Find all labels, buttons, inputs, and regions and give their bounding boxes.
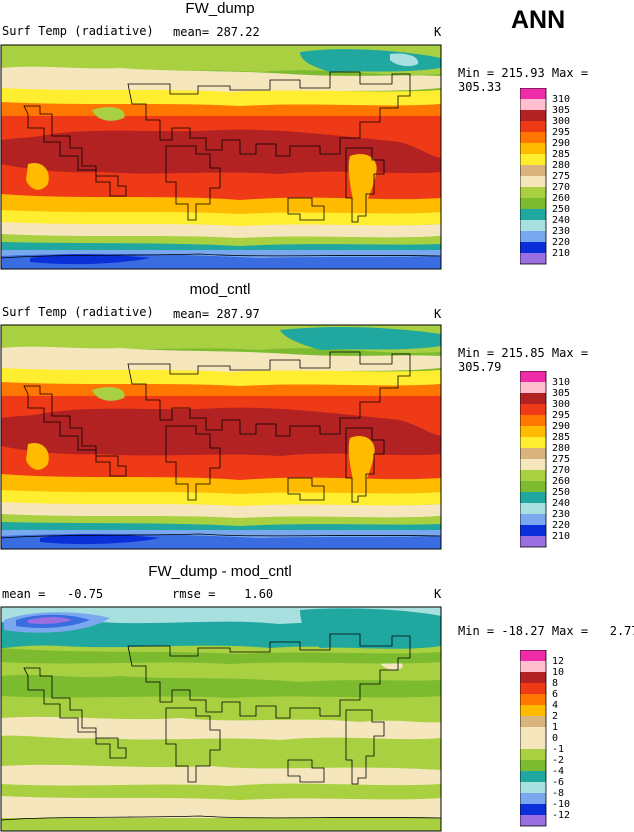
colorbar-label: 305 — [552, 105, 570, 116]
colorbar-label: 230 — [552, 509, 570, 520]
colorbar-label: 300 — [552, 399, 570, 410]
colorbar-label: 260 — [552, 476, 570, 487]
colorbar-label: 220 — [552, 237, 570, 248]
panel-1-mean: mean= 287.22 — [173, 25, 260, 39]
colorbar-label: 280 — [552, 160, 570, 171]
panel-3-units: K — [434, 587, 442, 601]
colorbar-label: 295 — [552, 127, 570, 138]
colorbar-label: 305 — [552, 388, 570, 399]
colorbar-label: -10 — [552, 799, 570, 810]
panel-3-rmse: rmse = 1.60 — [172, 587, 274, 601]
colorbar-label: 250 — [552, 204, 570, 215]
colorbar-label: 285 — [552, 432, 570, 443]
panel-2-colorbar: 310 305 300 295 290 285 280 275 270 260 … — [520, 371, 570, 548]
colorbar-label: 295 — [552, 410, 570, 421]
season-label: ANN — [511, 6, 566, 34]
colorbar-label: 4 — [552, 700, 558, 711]
panel-3-title: FW_dump - mod_cntl — [148, 563, 292, 580]
panel-1-units: K — [434, 25, 442, 39]
colorbar-label: 240 — [552, 498, 570, 509]
colorbar-label: -2 — [552, 755, 564, 766]
colorbar-label: 210 — [552, 248, 570, 259]
panel-3-mean: mean = -0.75 — [2, 587, 104, 601]
colorbar-label: 270 — [552, 465, 570, 476]
colorbar-label: 300 — [552, 116, 570, 127]
colorbar-label: 275 — [552, 454, 570, 465]
panel-3-colorbar: 12 10 8 6 4 2 1 0 -1 -2 -4 -6 -8 -10 -12 — [520, 650, 570, 827]
colorbar-label: -8 — [552, 788, 564, 799]
colorbar-swatches — [520, 650, 547, 827]
colorbar-label: 210 — [552, 531, 570, 542]
colorbar-label: 2 — [552, 711, 558, 722]
colorbar-label: 280 — [552, 443, 570, 454]
colorbar-label: 270 — [552, 182, 570, 193]
panel-2-map — [0, 324, 442, 550]
colorbar-label: 10 — [552, 667, 564, 678]
colorbar-label: 275 — [552, 171, 570, 182]
panel-2-minmax: Min = 215.85 Max = 305.79 — [458, 346, 589, 374]
colorbar-swatches — [520, 88, 547, 265]
colorbar-label: 6 — [552, 689, 558, 700]
panel-1-colorbar: 310 305 300 295 290 285 280 275 270 260 … — [520, 88, 570, 265]
colorbar-label: 285 — [552, 149, 570, 160]
colorbar-label: 310 — [552, 377, 570, 388]
colorbar-label: 230 — [552, 226, 570, 237]
panel-2-title: mod_cntl — [189, 281, 251, 298]
panel-1-title: FW_dump — [185, 0, 255, 17]
panel-3-map — [0, 606, 442, 832]
colorbar-label: 310 — [552, 94, 570, 105]
panel-1-map — [0, 44, 442, 270]
colorbar-label: 0 — [552, 733, 558, 744]
colorbar-label: -12 — [552, 810, 570, 821]
panel-2-units: K — [434, 307, 442, 321]
colorbar-label: -6 — [552, 777, 564, 788]
colorbar-label: 220 — [552, 520, 570, 531]
colorbar-label: 240 — [552, 215, 570, 226]
panel-2-variable: Surf Temp (radiative) — [2, 305, 154, 319]
colorbar-label: 1 — [552, 722, 558, 733]
colorbar-label: 290 — [552, 421, 570, 432]
colorbar-label: 12 — [552, 656, 564, 667]
panel-2-mean: mean= 287.97 — [173, 307, 260, 321]
colorbar-label: 8 — [552, 678, 558, 689]
colorbar-label: -4 — [552, 766, 564, 777]
colorbar-label: 250 — [552, 487, 570, 498]
panel-1-variable: Surf Temp (radiative) — [2, 24, 154, 38]
panel-1-minmax: Min = 215.93 Max = 305.33 — [458, 66, 589, 94]
colorbar-swatches — [520, 371, 547, 548]
colorbar-label: 260 — [552, 193, 570, 204]
colorbar-label: 290 — [552, 138, 570, 149]
colorbar-label: -1 — [552, 744, 564, 755]
panel-3-minmax: Min = -18.27 Max = 2.77 — [458, 624, 634, 638]
